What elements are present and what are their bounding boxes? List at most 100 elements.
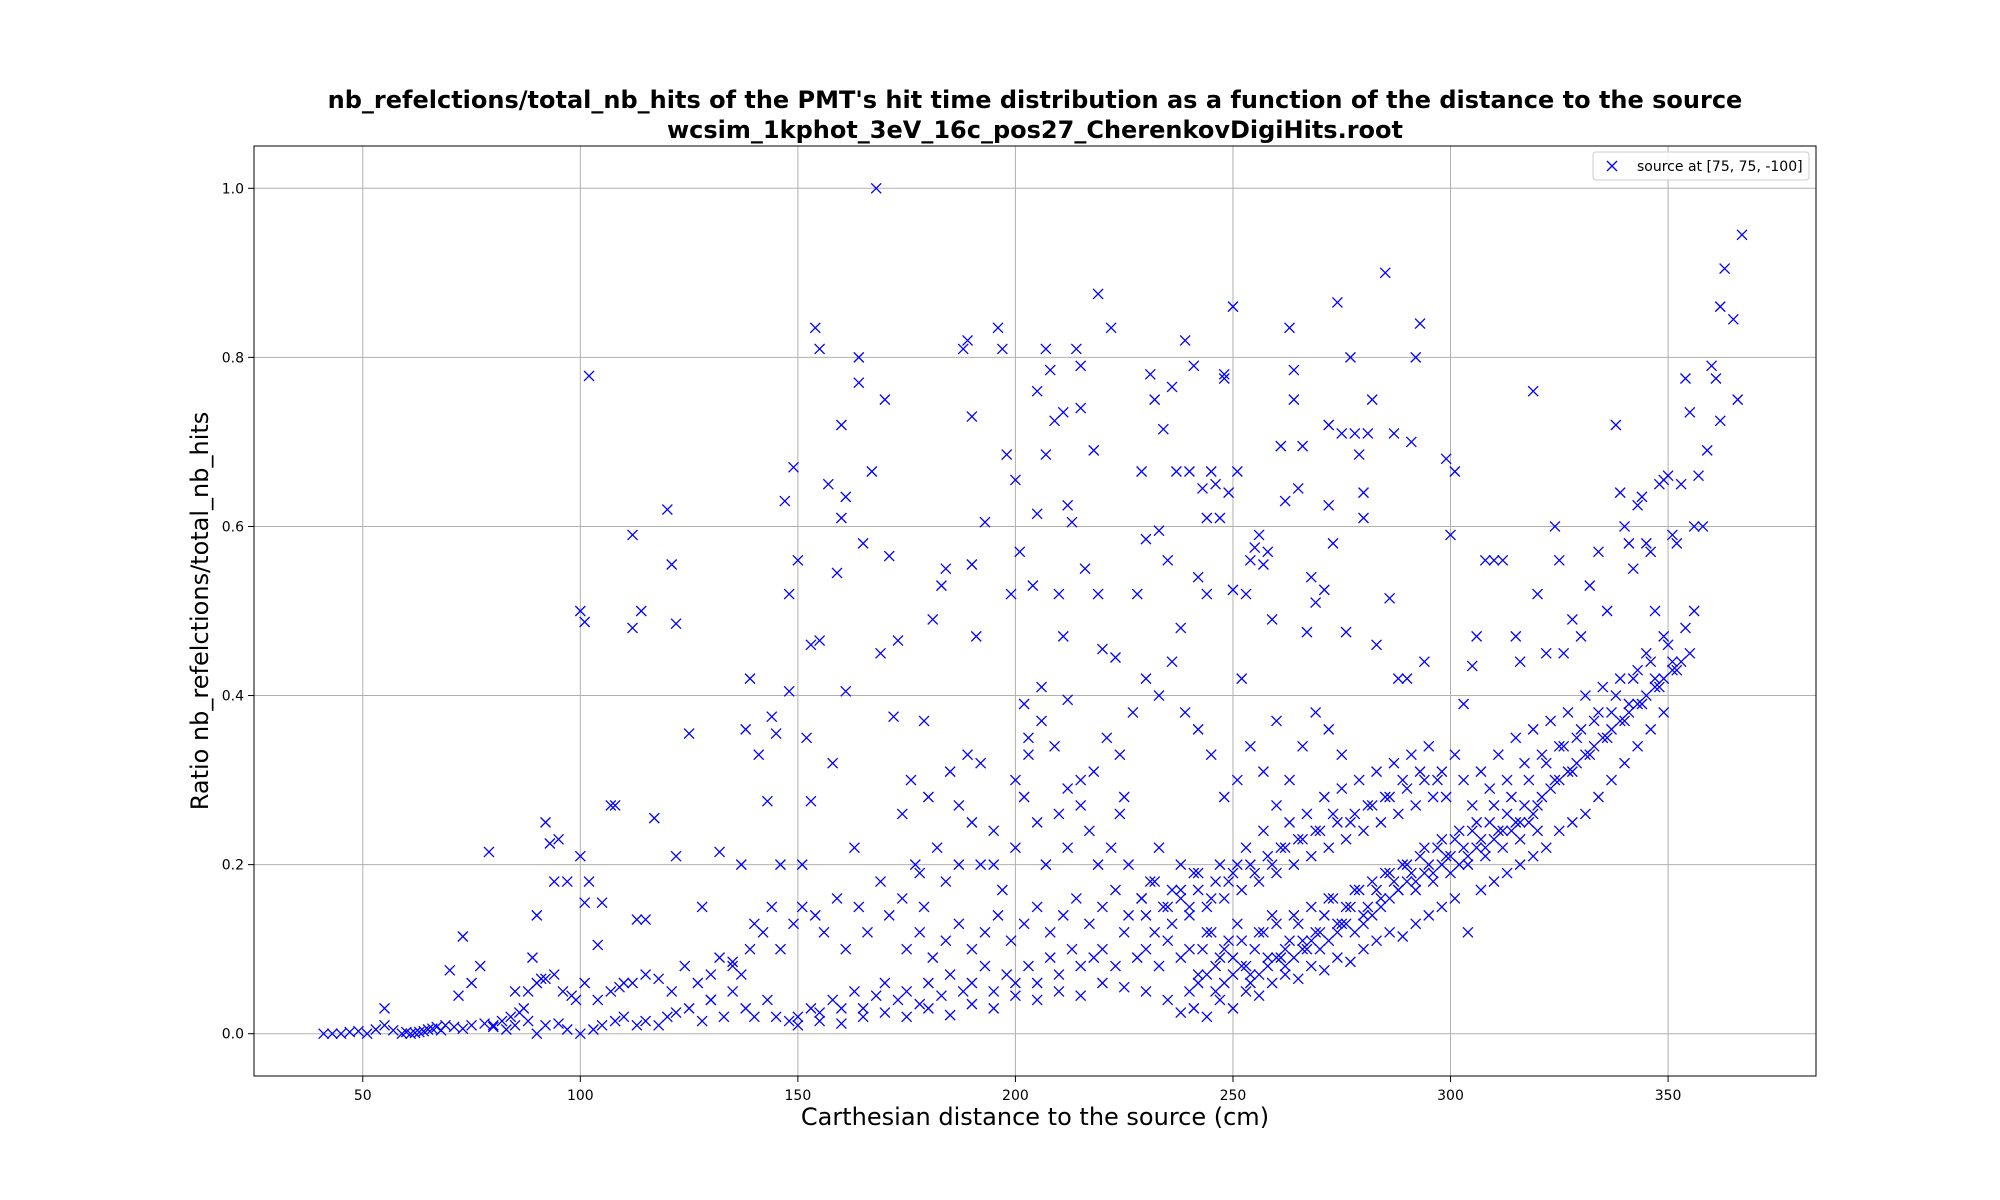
data-point [1336, 783, 1348, 795]
data-point [548, 876, 560, 888]
data-point [862, 926, 873, 938]
data-point [1166, 656, 1178, 668]
data-point [1257, 825, 1269, 837]
data-point [883, 909, 895, 921]
data-point [935, 580, 947, 592]
data-point [1175, 622, 1187, 634]
data-point [1031, 508, 1043, 520]
data-point [1410, 799, 1422, 811]
data-point [1292, 482, 1304, 494]
data-point [618, 1011, 630, 1023]
data-point [918, 715, 930, 727]
data-point [352, 1025, 364, 1037]
data-point [1201, 1011, 1213, 1023]
data-point [553, 833, 565, 845]
data-point [522, 1015, 534, 1027]
data-point [1684, 406, 1696, 418]
data-point [509, 985, 521, 997]
data-point [1075, 360, 1087, 372]
data-point [1545, 715, 1557, 727]
data-point [1336, 427, 1348, 439]
data-point [1183, 943, 1195, 955]
data-point [1449, 466, 1461, 477]
data-point [1079, 563, 1091, 575]
data-point [1401, 876, 1413, 888]
data-point [1179, 334, 1191, 346]
data-point [966, 816, 978, 828]
data-point [748, 918, 760, 930]
data-point [996, 884, 1008, 896]
data-point [796, 859, 808, 871]
data-point [1392, 808, 1404, 820]
data-point [744, 673, 756, 685]
data-point [792, 554, 804, 566]
data-point [835, 1002, 847, 1014]
data-point [1153, 960, 1165, 972]
data-point [1414, 850, 1426, 862]
data-point [583, 370, 595, 382]
data-point [1588, 740, 1600, 752]
data-point [1349, 884, 1361, 896]
data-point [879, 1007, 891, 1019]
data-point [435, 1024, 447, 1036]
data-point [400, 1026, 412, 1038]
data-point [814, 343, 826, 355]
data-point [1340, 833, 1352, 845]
data-point [540, 816, 551, 828]
data-point [1136, 466, 1148, 477]
data-point [1231, 774, 1243, 786]
data-point [1462, 859, 1474, 871]
data-point [1331, 918, 1343, 930]
data-point [579, 977, 591, 989]
data-point [413, 1026, 425, 1038]
data-point [1244, 740, 1256, 752]
data-point [1210, 960, 1222, 972]
data-point [544, 838, 556, 849]
data-point [1331, 816, 1343, 828]
data-point [1384, 791, 1396, 803]
data-point [705, 969, 717, 981]
data-point [614, 981, 625, 993]
data-point [1505, 791, 1517, 803]
data-point [1218, 373, 1230, 384]
data-point [1236, 935, 1248, 947]
data-point [1423, 740, 1435, 752]
data-point [766, 711, 778, 723]
data-point [1266, 613, 1278, 625]
data-point [1166, 884, 1178, 896]
data-point [940, 563, 952, 575]
y-tick-label: 0.2 [222, 858, 244, 874]
data-point [1466, 660, 1478, 672]
data-point [1623, 706, 1635, 718]
data-point [1688, 605, 1700, 617]
data-point [1062, 499, 1074, 511]
data-point [944, 1009, 956, 1021]
data-point [1340, 626, 1352, 638]
data-point [1192, 867, 1204, 879]
data-point [1384, 892, 1396, 904]
data-point [335, 1028, 347, 1040]
data-point [1244, 977, 1256, 989]
data-point [822, 478, 834, 490]
data-point [901, 985, 913, 997]
data-point [1075, 774, 1087, 786]
data-point [1009, 990, 1021, 1002]
data-point [1340, 918, 1352, 930]
data-point [1336, 918, 1348, 930]
data-point [527, 952, 538, 964]
data-point [1601, 732, 1613, 744]
data-point [1301, 943, 1313, 955]
data-point [1031, 385, 1043, 397]
data-point [1231, 859, 1243, 871]
data-point [1192, 977, 1204, 989]
data-point [1266, 859, 1278, 871]
data-point [1110, 884, 1121, 896]
data-point [457, 931, 469, 942]
data-point [1088, 952, 1100, 964]
data-point [1645, 723, 1657, 735]
data-point [683, 1002, 695, 1014]
data-point [1240, 842, 1252, 854]
data-point [1619, 757, 1631, 769]
data-point [1310, 706, 1322, 718]
data-point [1579, 749, 1591, 761]
